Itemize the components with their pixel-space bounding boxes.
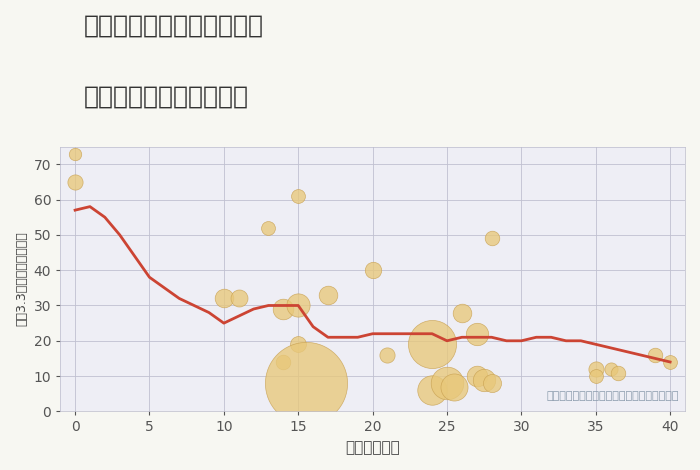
Point [263, 224, 274, 232]
Point [449, 383, 460, 391]
Point [278, 305, 289, 313]
Point [426, 341, 438, 348]
Y-axis label: 坪（3.3㎡）単価（万円）: 坪（3.3㎡）単価（万円） [15, 232, 28, 326]
Point [69, 178, 80, 186]
Text: 円の大きさは、取引のあった物件面積を示す: 円の大きさは、取引のあった物件面積を示す [546, 391, 679, 401]
Point [612, 369, 624, 376]
Point [442, 379, 453, 387]
Point [293, 341, 304, 348]
Point [367, 266, 378, 274]
Point [293, 192, 304, 200]
Point [69, 150, 80, 157]
Point [590, 365, 601, 373]
Point [471, 372, 482, 380]
Point [382, 351, 393, 359]
Point [218, 295, 230, 302]
Point [323, 291, 334, 298]
Point [471, 330, 482, 337]
Point [486, 235, 497, 242]
Point [486, 379, 497, 387]
Point [605, 365, 616, 373]
Point [426, 386, 438, 394]
Point [664, 358, 676, 366]
Text: 兵庫県豊岡市日高町山田の: 兵庫県豊岡市日高町山田の [84, 14, 264, 38]
Point [479, 376, 490, 384]
X-axis label: 築年数（年）: 築年数（年） [345, 440, 400, 455]
Point [456, 309, 468, 316]
Text: 築年数別中古戸建て価格: 築年数別中古戸建て価格 [84, 85, 249, 109]
Point [650, 351, 661, 359]
Point [590, 372, 601, 380]
Point [278, 358, 289, 366]
Point [300, 379, 312, 387]
Point [233, 295, 244, 302]
Point [293, 302, 304, 309]
